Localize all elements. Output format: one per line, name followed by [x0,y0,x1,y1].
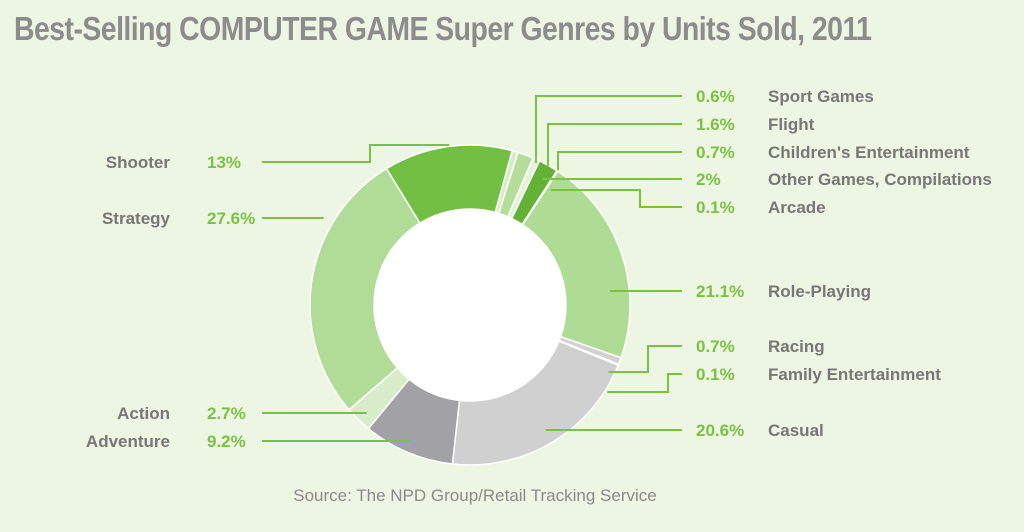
category-label-sport-games: Sport Games [768,87,874,106]
category-label-racing: Racing [768,337,825,356]
category-label-role-playing: Role-Playing [768,282,871,301]
leader-line-sport-games [535,95,682,164]
pct-label-flight: 1.6% [696,115,735,134]
pct-label-strategy: 27.6% [207,209,255,228]
category-label-flight: Flight [768,115,815,134]
category-label-arcade: Arcade [768,198,826,217]
pct-label-casual: 20.6% [696,421,744,440]
leader-line-arcade [550,189,682,208]
pct-label-sport-games: 0.6% [696,87,735,106]
donut-hole [374,209,566,401]
pct-label-arcade: 0.1% [696,198,735,217]
category-label-action: Action [117,404,170,423]
leader-line-flight [547,123,682,167]
category-label-children-s-entertainment: Children's Entertainment [768,143,970,162]
category-label-casual: Casual [768,421,824,440]
leader-line-family-entertainment [607,373,682,393]
category-label-other-games-compilations: Other Games, Compilations [768,170,992,189]
leader-line-shooter [262,144,450,163]
leader-line-children-s-entertainment [557,151,682,171]
chart-source: Source: The NPD Group/Retail Tracking Se… [293,486,657,505]
chart-title: Best-Selling COMPUTER GAME Super Genres … [14,10,872,47]
pct-label-action: 2.7% [207,404,246,423]
category-label-strategy: Strategy [102,209,171,228]
category-label-shooter: Shooter [106,153,171,172]
pct-label-children-s-entertainment: 0.7% [696,143,735,162]
pct-label-shooter: 13% [207,153,241,172]
pct-label-family-entertainment: 0.1% [696,365,735,384]
pct-label-role-playing: 21.1% [696,282,744,301]
pct-label-other-games-compilations: 2% [696,170,721,189]
pct-label-adventure: 9.2% [207,432,246,451]
leader-line-racing [608,345,682,373]
category-label-family-entertainment: Family Entertainment [768,365,941,384]
category-label-adventure: Adventure [86,432,170,451]
pct-label-racing: 0.7% [696,337,735,356]
